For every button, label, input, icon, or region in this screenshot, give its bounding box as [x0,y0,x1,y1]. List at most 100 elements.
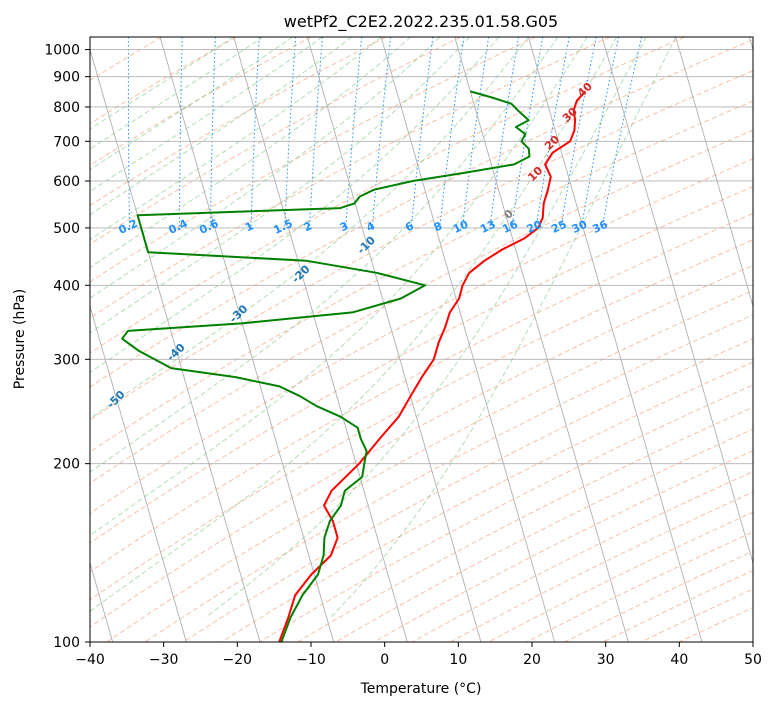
y-tick-label: 900 [53,70,80,86]
x-tick-label: −20 [223,652,253,668]
mixing-ratio-label: 0.1 [70,217,93,237]
dry-adiabat-line [90,212,753,573]
isotherm-line [601,37,753,565]
x-tick-label: 40 [670,652,688,668]
mixing-ratio-line [461,37,490,228]
x-tick-label: 20 [523,652,541,668]
mixing-ratio-label: 20 [525,218,545,236]
dry-adiabat-line [90,37,162,81]
dry-adiabat-line [90,129,753,484]
mixing-ratio-line [371,37,392,228]
isotherm-line [90,304,187,642]
y-tick-label: 400 [53,278,80,294]
x-tick-label: 10 [449,652,467,668]
moist-adiabat-line [90,37,500,374]
dry-adiabat-line [90,37,685,354]
moist-adiabat-line [90,37,618,612]
mixing-ratio-label: 1.5 [272,217,295,237]
dry-adiabat-label: 20 [542,133,562,153]
background-lines [78,37,753,642]
isotherm-line [90,47,261,642]
dry-adiabat-line [90,158,753,515]
moist-adiabat-line [90,37,559,473]
temperature-profile-line [278,90,587,642]
moist-adiabat-line [90,37,234,130]
x-tick-label: 0 [380,652,389,668]
moist-adiabat-line [90,37,441,299]
mixing-ratio-label: 8 [432,219,444,234]
grid-lines [90,37,753,642]
dry-adiabat-line [90,100,753,453]
isotherm-line [527,37,703,642]
dry-adiabat-line [90,185,753,544]
x-tick-label: −40 [75,652,105,668]
mixing-ratio-line [560,37,597,228]
isotherm-line [454,37,629,642]
moist-adiabat-line [90,37,293,171]
x-axis-ticks: −40 −30 −20 −10 0 10 20 30 40 50 [75,642,762,668]
y-axis-title: Pressure (hPa) [12,289,28,389]
dewpoint-profile-line [121,90,531,642]
mixing-ratio-label: 0.2 [117,217,140,237]
dry-adiabat-line [90,70,753,421]
isotherm-line [159,37,335,642]
mixing-ratio-label: 0.6 [197,217,220,237]
mixing-ratio-label: 3 [338,219,350,234]
mixing-ratio-line [410,37,434,228]
mixing-ratio-label: 6 [403,219,416,234]
dry-adiabat-line [182,338,753,642]
dry-adiabat-line [90,264,753,628]
mixing-ratio-label: 10 [451,218,471,236]
mixing-ratio-line [127,37,131,228]
y-tick-label: 1000 [44,43,80,59]
y-tick-label: 700 [53,134,80,150]
isotherm-line [233,37,408,642]
dry-adiabat-line [297,406,753,642]
dry-adiabat-line [678,606,753,642]
moist-adiabat-line [90,37,411,269]
mixing-ratio-label: 4 [364,219,377,234]
dry-adiabat-line [144,314,753,642]
y-tick-label: 800 [53,100,80,116]
moist-adiabat-line [90,37,588,537]
mixing-ratio-line [78,37,83,228]
moist-adiabat-line [90,37,470,334]
dry-adiabat-line [90,37,387,207]
dry-adiabat-line [488,511,753,642]
dry-adiabat-line [335,428,753,642]
chart-title: wetPf2_C2E2.2022.235.01.58.G05 [284,12,558,32]
mixing-ratio-label: 16 [500,218,520,236]
y-tick-label: 500 [53,221,80,237]
dry-adiabat-line [90,37,237,125]
mixing-ratio-label: 36 [591,218,611,236]
dry-adiabat-line [526,531,753,642]
x-axis-title: Temperature (°C) [360,681,482,697]
dry-adiabat-line [411,470,753,642]
isotherm-label: -20 [289,262,313,285]
mixing-ratio-label: 30 [570,218,590,236]
x-tick-label: 50 [744,652,762,668]
dry-adiabat-label: 30 [560,105,580,125]
dry-adiabat-line [640,588,753,642]
dry-adiabat-line [90,239,753,601]
isotherm-label: -70 [0,488,9,511]
dry-adiabat-line [90,37,461,245]
plot-frame [89,36,754,643]
isotherm-line [380,37,556,642]
moist-adiabat-line [90,37,529,420]
mixing-ratio-line [345,37,363,228]
isotherm-line [675,37,753,308]
moist-adiabat-line [90,37,264,150]
x-tick-label: 30 [597,652,615,668]
mixing-ratio-line [580,37,620,228]
isoline-labels: -100-90-80-70-60-50-40-30-20-100.10.20.4… [0,80,611,511]
moist-adiabat-line [90,37,382,241]
dry-adiabat-line [90,39,753,388]
isotherm-label: -10 [355,233,379,256]
dry-adiabat-line [90,37,536,283]
y-axis-ticks: 100 200 300 400 500 600 700 800 900 1000 [44,43,90,651]
y-tick-label: 200 [53,457,80,473]
mixing-ratio-label: 2 [302,219,314,234]
dry-adiabat-line [106,289,753,642]
